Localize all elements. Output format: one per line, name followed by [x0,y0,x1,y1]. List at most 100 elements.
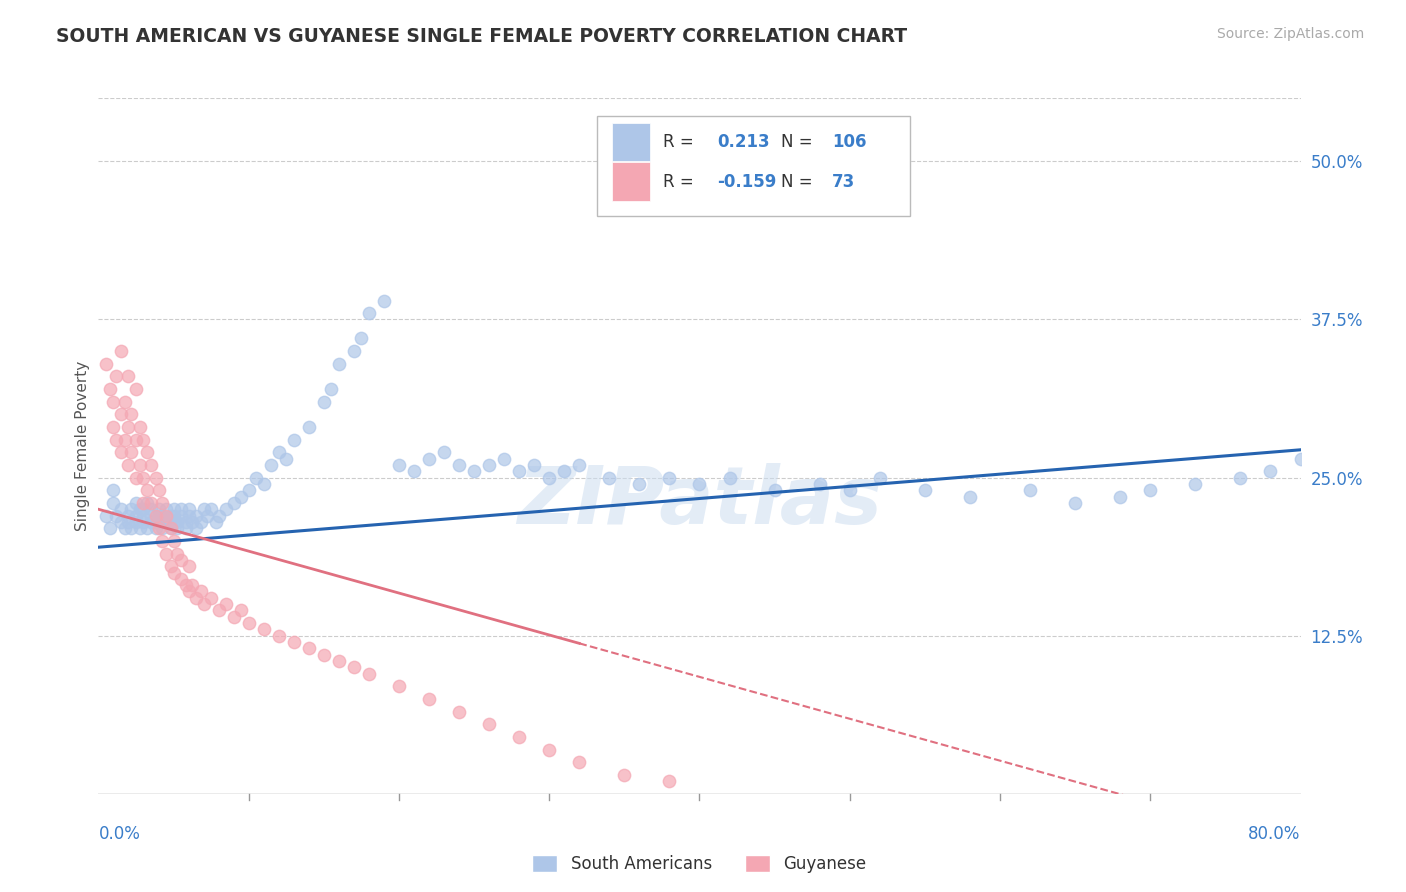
Point [231,603,253,617]
Point [110,408,132,422]
Point [222,496,245,510]
Point [174,578,197,592]
Point [253,623,276,637]
Point [418,692,440,706]
Point [139,515,162,529]
Point [132,502,155,516]
Point [162,502,184,516]
Point [447,458,470,472]
Point [135,496,157,510]
Point [170,508,193,523]
Text: N =: N = [782,173,813,191]
Point [267,629,290,643]
Point [125,496,148,510]
Text: 0.213: 0.213 [717,133,770,151]
Point [222,609,245,624]
Point [208,508,231,523]
Point [959,490,981,504]
Point [1260,464,1282,478]
Point [114,521,136,535]
Point [350,331,373,345]
Point [195,508,218,523]
Point [139,502,162,516]
Point [174,515,197,529]
Point [110,445,132,459]
Point [613,768,636,782]
Text: SOUTH AMERICAN VS GUYANESE SINGLE FEMALE POVERTY CORRELATION CHART: SOUTH AMERICAN VS GUYANESE SINGLE FEMALE… [56,27,907,45]
Point [114,433,136,447]
Point [276,451,298,466]
Point [568,756,591,770]
Point [1064,496,1087,510]
Point [125,508,148,523]
Point [204,515,226,529]
Point [117,420,139,434]
Point [94,357,117,371]
Point [190,515,212,529]
Point [208,603,231,617]
Point [508,730,530,744]
Text: Source: ZipAtlas.com: Source: ZipAtlas.com [1216,27,1364,41]
Point [105,508,128,523]
Point [117,458,139,472]
Point [103,496,125,510]
Point [105,369,128,384]
Point [145,521,167,535]
Point [523,458,546,472]
Point [132,496,155,510]
Point [508,464,530,478]
Point [231,490,253,504]
Point [110,515,132,529]
Point [253,477,276,491]
Point [170,502,193,516]
Point [150,533,173,548]
Point [328,654,350,668]
Point [177,508,200,523]
Point [568,458,591,472]
Point [343,660,366,674]
Point [117,508,139,523]
Point [658,470,681,484]
Point [1109,490,1132,504]
Point [135,445,157,459]
Point [373,293,395,308]
Point [129,420,152,434]
Point [170,553,193,567]
Point [121,445,143,459]
Bar [612,123,650,161]
Point [132,515,155,529]
Point [190,584,212,599]
Point [238,616,260,631]
Point [808,477,831,491]
Point [838,483,860,498]
Point [150,508,173,523]
Point [129,521,152,535]
Point [159,521,181,535]
Point [658,774,681,789]
Point [718,470,741,484]
Point [478,717,501,731]
Point [121,521,143,535]
Point [100,521,122,535]
Point [418,451,440,466]
Point [1184,477,1206,491]
Text: R =: R = [664,173,699,191]
Point [478,458,501,472]
Point [155,515,177,529]
Point [1289,451,1312,466]
Point [538,470,561,484]
Point [388,458,411,472]
Text: 80.0%: 80.0% [1249,825,1301,843]
Point [148,521,170,535]
Point [117,515,139,529]
Point [238,483,260,498]
Point [159,559,181,574]
Point [145,515,167,529]
Point [1229,470,1251,484]
Point [105,433,128,447]
Point [155,502,177,516]
Point [110,344,132,359]
Point [298,420,321,434]
Point [100,382,122,396]
Point [463,464,485,478]
